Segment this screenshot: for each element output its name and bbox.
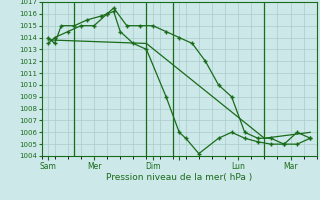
X-axis label: Pression niveau de la mer( hPa ): Pression niveau de la mer( hPa ) [106,173,252,182]
